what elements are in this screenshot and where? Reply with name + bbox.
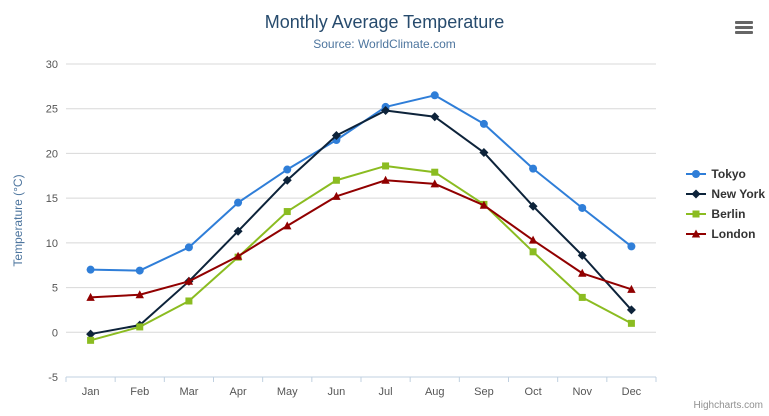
legend-symbol [686, 189, 707, 199]
svg-text:-5: -5 [48, 372, 58, 384]
credits-link[interactable]: Highcharts.com [693, 400, 763, 411]
hamburger-bar [735, 26, 753, 29]
svg-text:Jan: Jan [82, 386, 100, 398]
legend-symbol [686, 229, 707, 238]
svg-text:Feb: Feb [130, 386, 149, 398]
series-tokyo[interactable] [86, 91, 636, 275]
series-london[interactable] [86, 175, 636, 301]
svg-text:15: 15 [46, 193, 58, 205]
chart-title: Monthly Average Temperature [264, 12, 505, 32]
legend-label: Tokyo [711, 167, 746, 181]
legend-label: New York [711, 187, 765, 201]
series-new-york[interactable] [86, 106, 636, 339]
svg-text:Sep: Sep [474, 386, 494, 398]
legend: Tokyo New York Berlin London [686, 167, 765, 241]
svg-text:Mar: Mar [179, 386, 198, 398]
chart-subtitle: Source: WorldClimate.com [313, 37, 456, 51]
svg-text:Jul: Jul [379, 386, 393, 398]
svg-text:Jun: Jun [328, 386, 346, 398]
svg-text:Oct: Oct [525, 386, 542, 398]
x-axis-labels: Jan Feb Mar Apr May Jun Jul Aug Sep Oct Nov Dec [82, 386, 642, 398]
x-axis [65, 376, 657, 382]
legend-label: Berlin [711, 207, 746, 221]
hamburger-menu-icon[interactable] [735, 21, 753, 34]
legend-item-tokyo[interactable]: Tokyo [686, 167, 765, 181]
svg-text:Aug: Aug [425, 386, 445, 398]
svg-text:10: 10 [46, 238, 58, 250]
hamburger-bar [735, 21, 753, 24]
legend-symbol [686, 210, 707, 218]
legend-label: London [711, 227, 756, 241]
svg-text:25: 25 [46, 104, 58, 116]
svg-text:20: 20 [46, 148, 58, 160]
svg-text:0: 0 [52, 327, 58, 339]
y-axis-labels: -5 0 5 10 15 20 25 30 [46, 59, 58, 384]
legend-item-new-york[interactable]: New York [686, 187, 765, 201]
svg-text:Dec: Dec [622, 386, 642, 398]
y-axis-title: Temperature (°C) [11, 174, 25, 266]
legend-item-berlin[interactable]: Berlin [686, 207, 765, 221]
gridlines [66, 63, 656, 378]
legend-item-london[interactable]: London [686, 227, 765, 241]
svg-text:May: May [277, 386, 298, 398]
hamburger-bar [735, 31, 753, 34]
svg-text:Nov: Nov [572, 386, 592, 398]
legend-symbol [686, 170, 707, 178]
svg-text:30: 30 [46, 59, 58, 71]
svg-text:Apr: Apr [230, 386, 247, 398]
svg-text:5: 5 [52, 283, 58, 295]
